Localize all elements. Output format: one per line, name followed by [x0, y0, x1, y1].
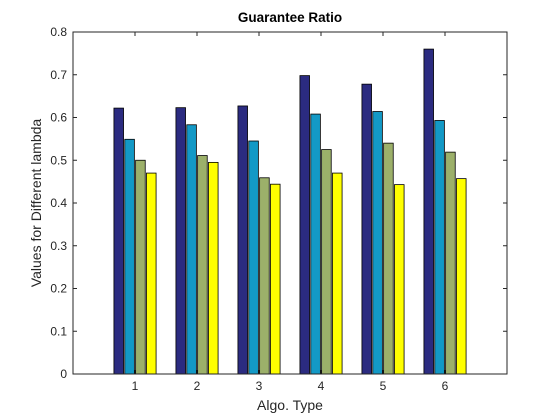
x-tick-label: 1: [132, 379, 139, 393]
chart-title: Guarantee Ratio: [238, 10, 342, 25]
x-tick-label: 5: [380, 379, 387, 393]
bar-series-1-cat-1: [113, 107, 124, 375]
bar-series-1-cat-3: [237, 105, 248, 375]
bar-series-4-cat-2: [208, 161, 219, 375]
bar-series-3-cat-1: [135, 159, 146, 375]
bar-series-4-cat-3: [270, 183, 281, 375]
bar-series-2-cat-5: [372, 111, 383, 375]
bar-series-3-cat-6: [445, 151, 456, 375]
bar-series-4-cat-4: [332, 172, 343, 375]
y-tick-label: 0.7: [50, 68, 67, 82]
axes-frame: [72, 31, 508, 375]
y-tick-label: 0: [60, 367, 67, 381]
x-tick-label: 6: [442, 379, 449, 393]
y-tick-label: 0.4: [50, 196, 67, 210]
y-tick-label: 0.2: [50, 282, 67, 296]
bar-series-2-cat-4: [310, 113, 321, 375]
bar-series-1-cat-5: [361, 83, 372, 375]
y-axis-label: Values for Different lambda: [28, 119, 44, 288]
y-tick-label: 0.1: [50, 324, 67, 338]
y-tick-label: 0.5: [50, 153, 67, 167]
x-tick-label: 4: [318, 379, 325, 393]
bar-series-2-cat-3: [248, 140, 259, 375]
y-tick-label: 0.3: [50, 239, 67, 253]
bar-series-1-cat-6: [423, 48, 434, 375]
bar-series-3-cat-3: [259, 177, 270, 375]
y-tick-label: 0.8: [50, 25, 67, 39]
bar-series-1-cat-2: [175, 107, 186, 375]
x-tick-label: 2: [194, 379, 201, 393]
bar-series-3-cat-4: [321, 149, 332, 375]
bar-series-4-cat-6: [456, 178, 467, 375]
bar-series-2-cat-1: [124, 138, 135, 375]
x-axis-label: Algo. Type: [257, 397, 323, 413]
bar-series-3-cat-5: [383, 142, 394, 375]
bar-series-2-cat-6: [434, 120, 445, 375]
bar-series-1-cat-4: [299, 75, 310, 375]
bar-series-3-cat-2: [197, 155, 208, 375]
x-tick-label: 3: [256, 379, 263, 393]
bar-series-4-cat-1: [146, 172, 157, 375]
bar-series-2-cat-2: [186, 124, 197, 375]
bar-series-4-cat-5: [394, 184, 405, 375]
y-tick-label: 0.6: [50, 111, 67, 125]
